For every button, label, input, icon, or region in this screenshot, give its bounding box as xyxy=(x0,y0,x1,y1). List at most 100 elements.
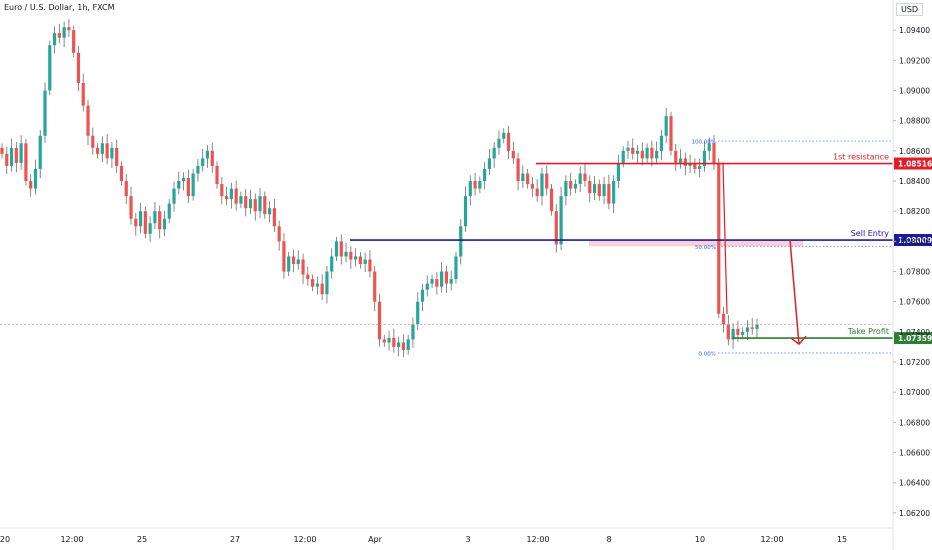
x-tick-label: 27 xyxy=(230,535,240,544)
candle-body xyxy=(717,162,721,314)
price-tag-label: 1.07359 xyxy=(898,334,932,343)
candle-body xyxy=(650,147,654,159)
candle-body xyxy=(0,147,4,154)
candle-body xyxy=(693,162,697,169)
candle-body xyxy=(535,188,539,197)
candle-body xyxy=(440,271,444,287)
candle-body xyxy=(545,173,549,189)
candle-body xyxy=(24,143,28,182)
candle-body xyxy=(554,211,558,245)
candle-body xyxy=(597,184,601,197)
candle-body xyxy=(86,105,90,136)
candle-body xyxy=(549,188,554,212)
candle-body xyxy=(373,271,377,302)
candle-body xyxy=(38,135,42,169)
candle-body xyxy=(741,331,745,335)
candle-body xyxy=(134,218,138,227)
candle-body xyxy=(712,143,716,163)
candle-body xyxy=(306,274,310,280)
candle-body xyxy=(678,158,683,163)
candle-body xyxy=(358,256,362,264)
candle-body xyxy=(573,184,578,189)
candle-body xyxy=(468,181,472,197)
candle-body xyxy=(392,337,396,347)
candle-body xyxy=(435,279,439,287)
candle-body xyxy=(43,90,47,136)
candle-body xyxy=(607,184,611,204)
price-tag-label: 1.08516 xyxy=(898,160,932,169)
candle-body xyxy=(76,52,81,83)
candle-body xyxy=(459,226,463,257)
candle-body xyxy=(592,184,597,194)
currency-badge[interactable]: USD xyxy=(896,3,924,16)
candle-body xyxy=(105,143,109,159)
candle-body xyxy=(683,158,687,166)
candle-body xyxy=(72,30,76,53)
candle-body xyxy=(578,173,582,185)
candle-body xyxy=(612,181,616,204)
candle-body xyxy=(167,203,171,219)
candle-body xyxy=(287,256,291,272)
candle-body xyxy=(420,289,425,302)
price-tag xyxy=(894,332,932,345)
candle-body xyxy=(334,241,339,257)
y-tick-label: 1.09200 xyxy=(899,56,930,65)
candle-body xyxy=(143,211,147,234)
candle-body xyxy=(430,279,434,284)
chart-title: Euro / U.S. Dollar, 1h, FXCM xyxy=(4,3,115,12)
candle-body xyxy=(339,241,343,257)
candle-body xyxy=(138,211,143,227)
candle-body xyxy=(640,150,644,159)
level-label: Sell Entry xyxy=(851,229,890,238)
price-tag xyxy=(894,234,932,247)
candle-body xyxy=(621,150,625,163)
candle-body xyxy=(81,82,85,106)
level-label: Take Profit xyxy=(847,327,889,336)
candle-body xyxy=(688,162,692,166)
candle-body xyxy=(530,184,535,189)
candle-body xyxy=(526,173,530,185)
candle-body xyxy=(158,211,162,230)
entry-zone xyxy=(589,240,803,247)
candle-body xyxy=(406,339,410,350)
arrow-shaft xyxy=(789,239,800,345)
candle-body xyxy=(224,196,229,200)
fib-label: 100.00% xyxy=(692,140,716,146)
candle-body xyxy=(540,173,544,197)
candle-body xyxy=(301,259,305,275)
drop-line xyxy=(722,163,728,314)
candle-body xyxy=(674,150,678,163)
y-tick-label: 1.09400 xyxy=(899,26,930,35)
candle-body xyxy=(645,147,649,159)
candle-body xyxy=(258,196,262,212)
fib-label: 50.00% xyxy=(695,245,716,251)
y-tick-label: 1.08400 xyxy=(899,177,930,186)
candle-body xyxy=(502,132,506,139)
candle-body xyxy=(110,147,114,159)
x-tick-label: 25 xyxy=(137,535,147,544)
candle-body xyxy=(726,324,730,340)
x-tick-label: 3 xyxy=(465,535,470,544)
time-axis: 20 12:00 25 27 12:00 Apr 3 12:00 8 10 12:00 15 xyxy=(0,527,893,544)
candle-body xyxy=(215,165,219,185)
candle-body xyxy=(291,256,296,264)
candle-body xyxy=(669,116,673,151)
candle-body xyxy=(736,328,740,335)
candle-body xyxy=(707,143,711,151)
candle-body xyxy=(583,173,587,182)
candle-body xyxy=(401,342,405,350)
candle-body xyxy=(368,259,372,272)
arrow-head xyxy=(790,335,807,346)
candle-body xyxy=(29,181,33,189)
candle-body xyxy=(449,279,453,284)
candle-body xyxy=(48,45,52,91)
candle-body xyxy=(559,196,563,245)
candle-body xyxy=(454,256,458,280)
candle-body xyxy=(129,196,133,219)
candle-body xyxy=(349,251,353,260)
candle-body xyxy=(239,196,243,204)
candle-body xyxy=(516,158,520,182)
candle-body xyxy=(478,181,482,189)
fib-retracement: 100.00% 50.00% 0.00% xyxy=(692,140,893,358)
